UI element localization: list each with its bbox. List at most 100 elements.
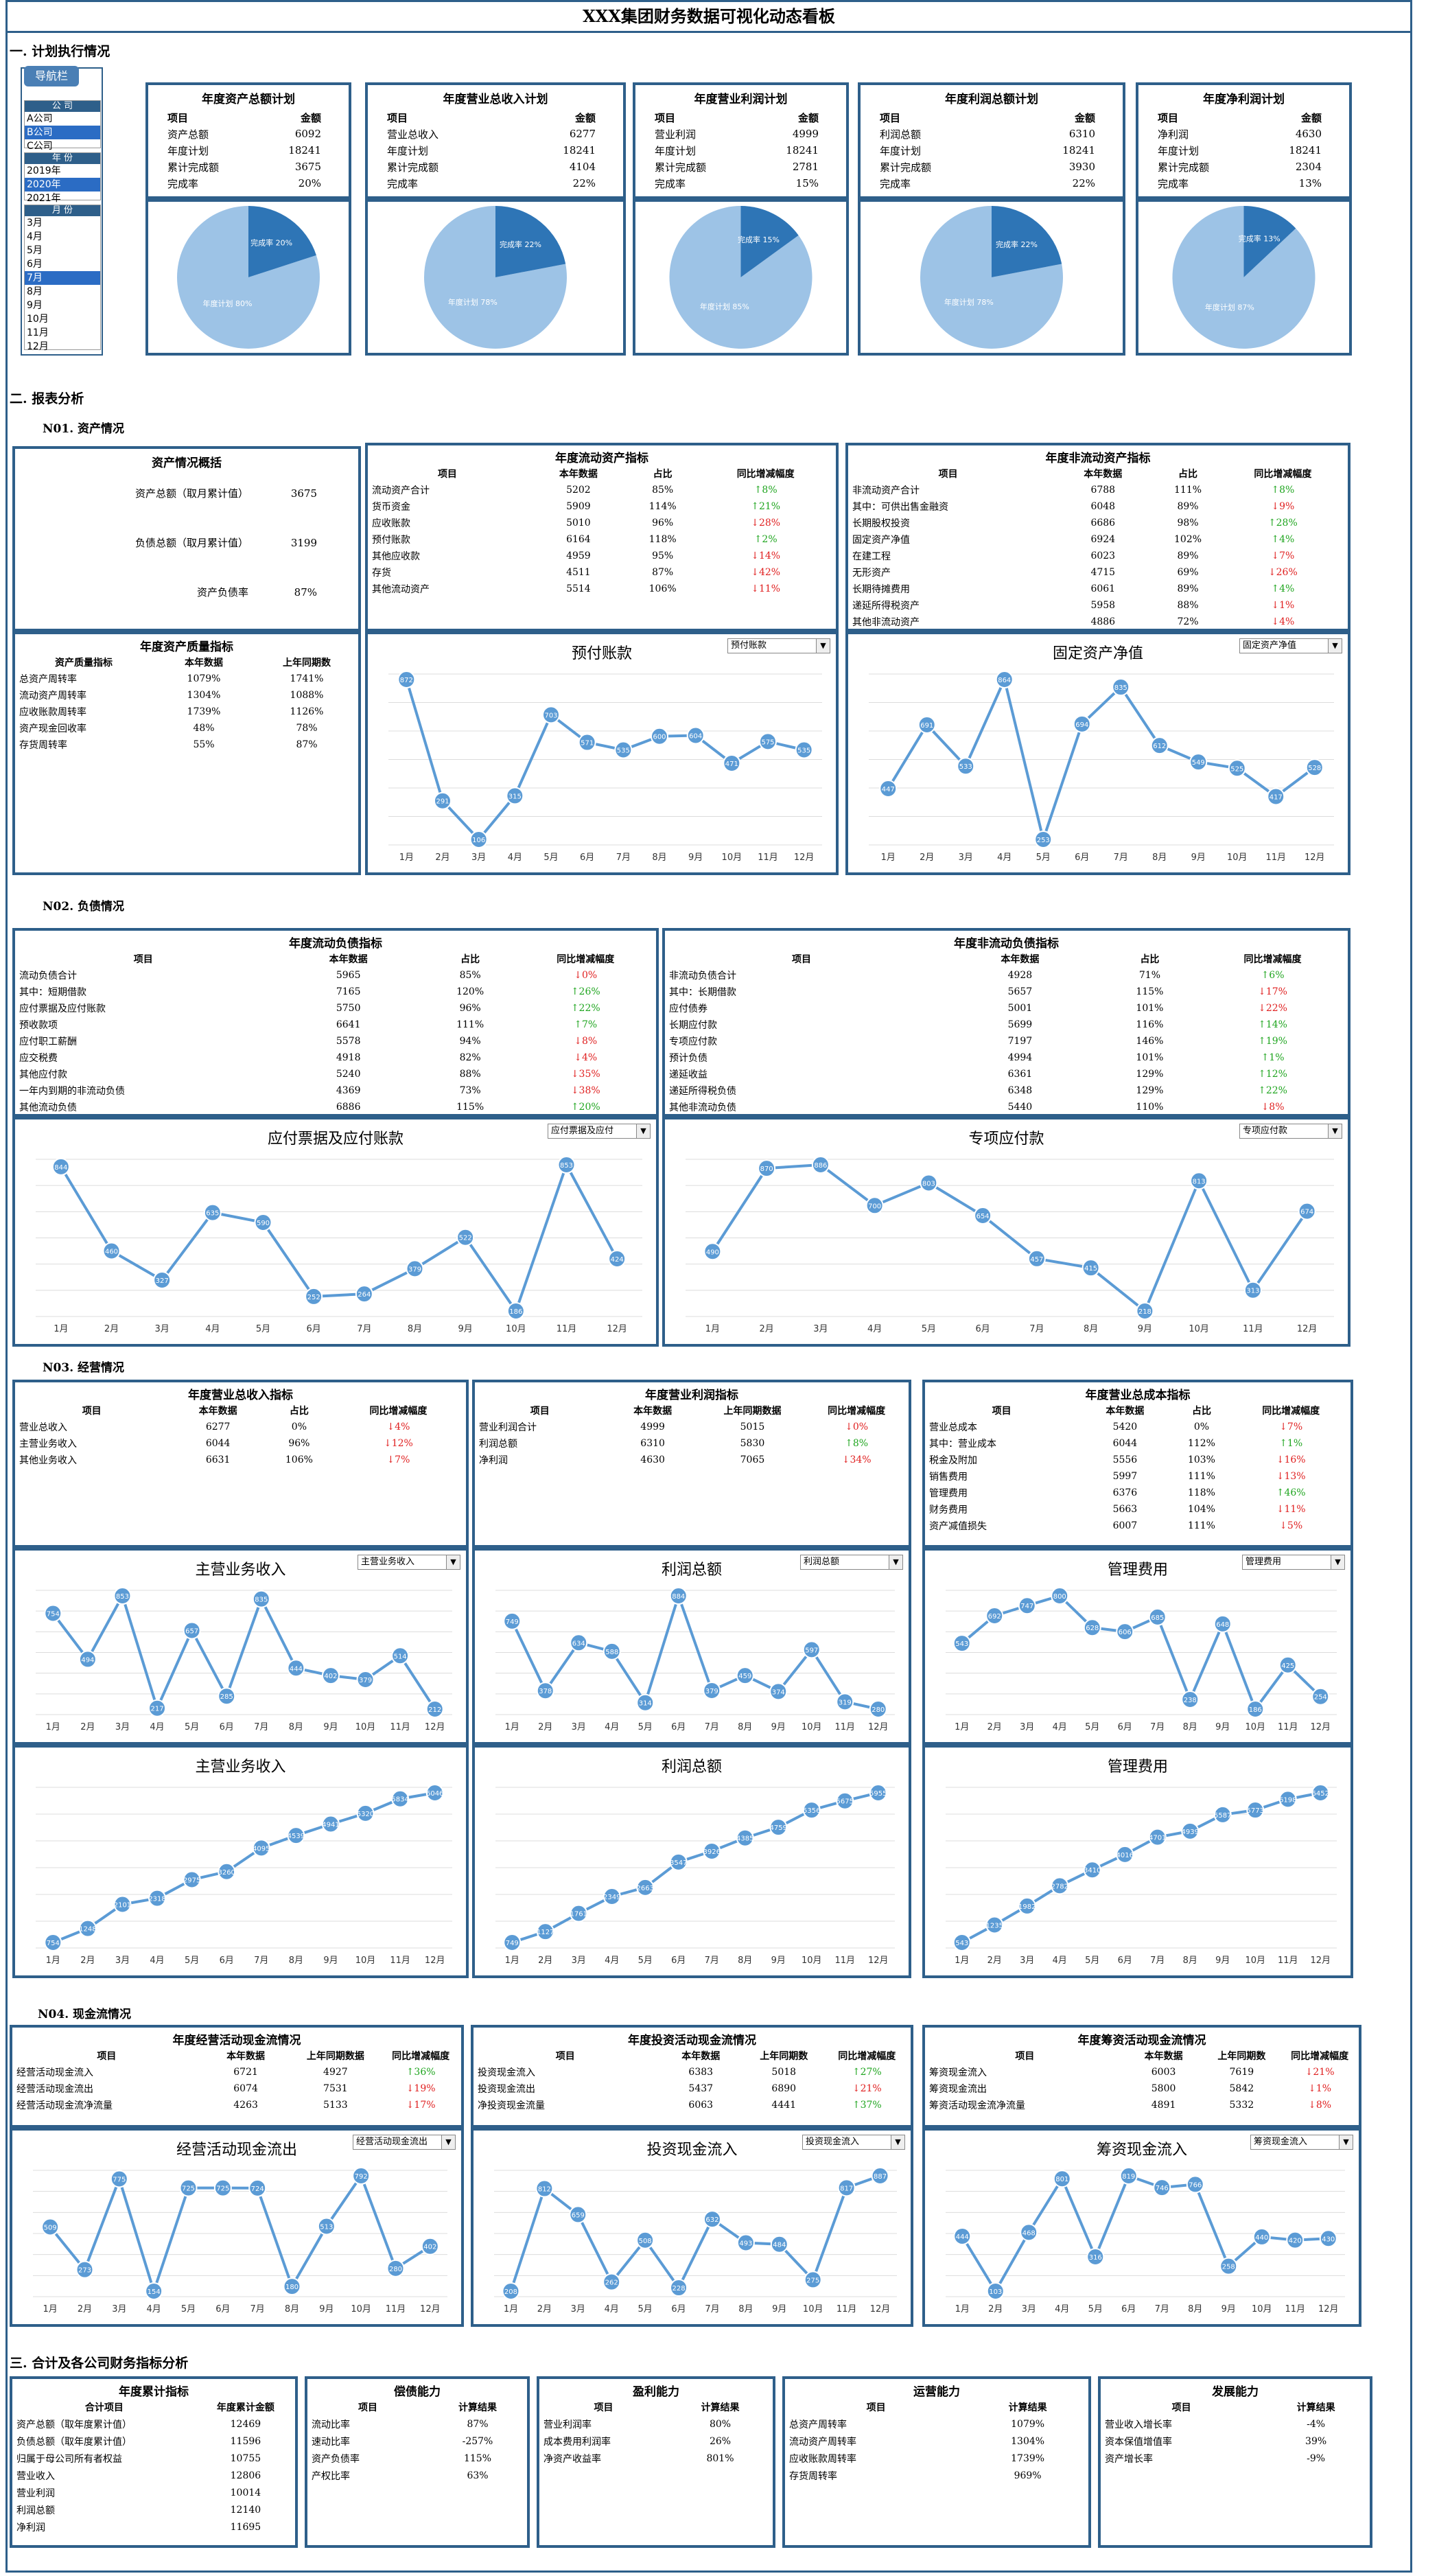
table-cell: 5750 <box>336 1003 361 1014</box>
data-point <box>1150 736 1169 755</box>
plan-row-value: 18241 <box>1289 144 1322 156</box>
table-cell: 投资现金流出 <box>478 2084 535 2095</box>
total-profit-cumulative-chart-panel: 利润总额 749 1月 1127 2月 1761 3月 2349 4月 2663 5月 3547 6月 3… <box>472 1745 911 1978</box>
data-label: 444 <box>956 2233 969 2241</box>
year-option[interactable]: 2020年 <box>25 178 100 192</box>
x-tick-label: 9月 <box>458 1324 473 1334</box>
chevron-down-icon[interactable]: ▼ <box>636 1124 650 1138</box>
month-option[interactable]: 12月 <box>27 341 49 352</box>
month-option[interactable]: 7月 <box>25 271 100 285</box>
data-label: 685 <box>1151 1614 1164 1622</box>
chart-title: 筹资现金流入 <box>1096 2142 1187 2159</box>
chevron-down-icon[interactable]: ▼ <box>1328 1124 1342 1138</box>
table-cell: 5800 <box>1151 2083 1176 2094</box>
table-row: 主营业务收入 6044 96% ↓12% <box>15 1435 466 1452</box>
year-option[interactable]: 2021年 <box>27 193 61 204</box>
chevron-down-icon[interactable]: ▼ <box>441 2135 455 2149</box>
table-cell: ↓0% <box>574 970 598 981</box>
table-cell: 其中：长期借款 <box>669 987 736 998</box>
month-option[interactable]: 8月 <box>27 286 43 297</box>
plan-title: 年度营业利润计划 <box>694 93 788 106</box>
month-option[interactable]: 6月 <box>27 259 43 270</box>
line-chart: 543 1月 692 2月 747 3月 800 4月 628 5月 606 6月 685 7月 238 8月… <box>946 1587 1337 1732</box>
x-tick-label: 3月 <box>115 1722 130 1732</box>
table-cell: 无形资产 <box>852 568 891 579</box>
company-option[interactable]: C公司 <box>27 141 53 152</box>
data-point <box>145 2282 163 2300</box>
data-point <box>44 1934 62 1951</box>
month-option[interactable]: 5月 <box>27 245 43 256</box>
x-tick-label: 12月 <box>425 1722 445 1732</box>
data-point <box>636 2231 655 2249</box>
chart-selector-dropdown[interactable]: 管理费用 ▼ <box>1242 1555 1345 1570</box>
table-cell: 资产减值损失 <box>929 1521 987 1532</box>
chevron-down-icon[interactable]: ▼ <box>889 1555 902 1569</box>
chevron-down-icon[interactable]: ▼ <box>1328 639 1342 653</box>
chart-selector-dropdown[interactable]: 筹资现金流入 ▼ <box>1250 2135 1353 2150</box>
table-cell: ↑46% <box>1276 1487 1306 1498</box>
chart-selector-dropdown[interactable]: 固定资产净值 ▼ <box>1239 638 1342 653</box>
chart-selector-dropdown[interactable]: 经营活动现金流出 ▼ <box>353 2135 456 2150</box>
data-point <box>869 1700 887 1718</box>
month-option[interactable]: 10月 <box>27 314 49 325</box>
chart-selector-dropdown[interactable]: 主营业务收入 ▼ <box>358 1555 460 1570</box>
nav-button[interactable]: 导航栏 <box>24 66 79 86</box>
chevron-down-icon[interactable]: ▼ <box>891 2135 904 2149</box>
x-tick-label: 6月 <box>580 852 594 863</box>
data-label: 775 <box>113 2176 126 2183</box>
chevron-down-icon[interactable]: ▼ <box>1331 1555 1344 1569</box>
annual-total-indicator-panel: 年度累计指标 合计项目 年度累计金额 资产总额（取年度累计值） 12469 负债总额（取年… <box>10 2376 298 2548</box>
x-tick-label: 8月 <box>1188 2304 1202 2314</box>
month-option[interactable]: 4月 <box>27 231 43 242</box>
data-point <box>434 791 452 810</box>
month-option[interactable]: 9月 <box>27 300 43 311</box>
inv-inflow-chart-panel: 投资现金流入 投资现金流入 ▼ 208 1月 812 2月 659 3月 262 4月 508 5月 22… <box>471 2128 913 2327</box>
chart-selector-dropdown[interactable]: 专项应付款 ▼ <box>1239 1124 1342 1139</box>
table-cell: 存货 <box>372 568 391 579</box>
year-option[interactable]: 2019年 <box>27 165 61 176</box>
data-label: 217 <box>150 1706 163 1713</box>
chart-selector-dropdown[interactable]: 应付票据及应付 ▼ <box>548 1124 651 1139</box>
data-label: 635 <box>206 1210 219 1218</box>
chart-selector-dropdown[interactable]: 利润总额 ▼ <box>800 1555 903 1570</box>
table-cell: ↑1% <box>1261 1052 1285 1063</box>
table-cell: ↓21% <box>1305 2067 1335 2078</box>
month-listbox[interactable]: 月 份 3月 4月 5月 6月 7月 8月 9月 10月 11月 12月 <box>24 205 101 352</box>
plan-row-label: 资产总额 <box>167 128 209 141</box>
table-cell: 7531 <box>323 2083 348 2094</box>
indicator-table: 项目 本年数据 占比 同比增减幅度 非流动负债合计 4928 71% ↑6% 其中：长期借款 56… <box>665 951 1348 1115</box>
table-cell: 归属于母公司所有者权益 <box>16 2453 122 2465</box>
month-option[interactable]: 11月 <box>27 327 49 338</box>
company-option[interactable]: B公司 <box>25 126 100 139</box>
table-header-cell: 项目 <box>938 469 958 480</box>
chart-title: 固定资产净值 <box>1052 645 1143 662</box>
chart-selector-dropdown[interactable]: 投资现金流入 ▼ <box>802 2135 905 2150</box>
chevron-down-icon[interactable]: ▼ <box>446 1555 460 1569</box>
chart-selector-dropdown[interactable]: 预付账款 ▼ <box>727 638 830 653</box>
chevron-down-icon[interactable]: ▼ <box>1339 2135 1353 2149</box>
plan-table: 项目 金额 资产总额 6092 年度计划 18241 累计完成额 3675 完成率 20% <box>148 109 349 192</box>
month-option[interactable]: 3月 <box>27 218 43 229</box>
line-chart: 509 1月 273 2月 775 3月 154 4月 725 5月 725 6月 724 7月 180 8月… <box>33 2167 447 2314</box>
chevron-down-icon[interactable]: ▼ <box>816 639 830 653</box>
line-chart: 543 1月 1235 2月 1982 3月 2782 4月 3410 5月 4016 6月 4701 7… <box>946 1784 1337 1966</box>
table-cell: 6788 <box>1090 485 1116 496</box>
series-line <box>511 1591 879 1710</box>
table-cell: 80% <box>709 2418 732 2430</box>
data-point <box>113 1587 132 1605</box>
table-cell: 财务费用 <box>929 1505 968 1516</box>
table-title: 年度筹资活动现金流情况 <box>1077 2034 1206 2047</box>
year-listbox[interactable]: 年 份 2019年 2020年 2021年 <box>24 152 101 204</box>
n2-heading: N02. 负债情况 <box>43 900 125 914</box>
data-point <box>1116 1623 1134 1641</box>
plan-row-label: 利润总额 <box>880 128 922 141</box>
overview-value: 87% <box>294 586 317 599</box>
x-tick-label: 2月 <box>537 2304 552 2314</box>
x-tick-label: 5月 <box>256 1324 270 1334</box>
company-listbox[interactable]: 公 司 A公司 B公司 C公司 <box>24 100 101 152</box>
table-row: 应付职工薪酬 5578 94% ↓8% <box>15 1033 656 1049</box>
data-label: 4095 <box>253 1845 270 1853</box>
table-cell: 4715 <box>1090 567 1116 578</box>
company-option[interactable]: A公司 <box>27 113 53 124</box>
plan-head-amount: 金额 <box>1074 111 1095 124</box>
